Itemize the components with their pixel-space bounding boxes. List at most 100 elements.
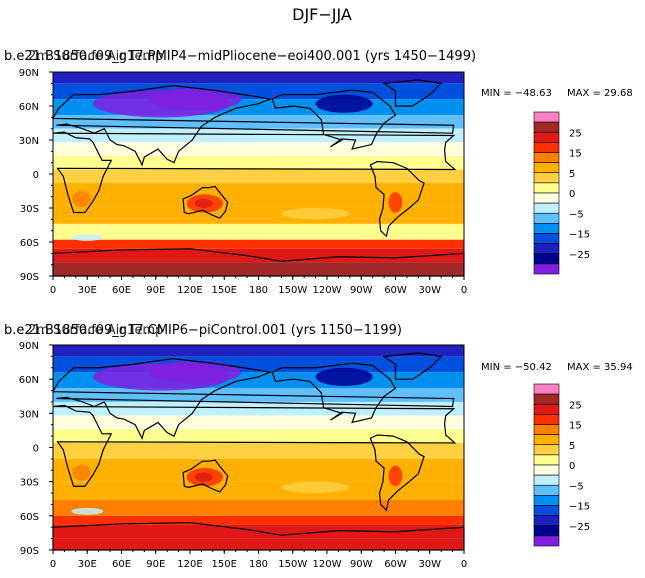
coastline-australia (182, 185, 229, 219)
y-tick-label: 30S (20, 478, 39, 489)
y-tick-label: 60S (20, 512, 39, 523)
field-band-12 (53, 248, 464, 263)
y-tick-label: 60N (19, 102, 39, 113)
panel-1-title: b.e21.B1850.f09_g17.PMIP4−midPliocene−eo… (4, 49, 476, 64)
colorbar-swatch (533, 393, 560, 405)
coastline-europe-asia (51, 358, 455, 441)
colorbar-swatch (533, 454, 560, 466)
colorbar-swatch (533, 414, 560, 425)
field-band-6 (53, 155, 464, 170)
field-anomaly-8 (71, 507, 104, 515)
colorbar-swatch (533, 263, 560, 275)
colorbar-label: −5 (569, 481, 584, 492)
field-band-4 (53, 128, 464, 143)
colorbar-swatch (533, 464, 560, 476)
colorbar-label: −5 (569, 209, 584, 220)
field-anomaly-1 (150, 87, 242, 111)
colorbar-label: 0 (569, 189, 575, 200)
x-tick-label: 120E (177, 285, 202, 296)
colorbar-swatch (533, 152, 560, 163)
figure-title: DJF−JJA (292, 5, 352, 24)
x-tick-label: 0 (461, 559, 467, 570)
field-anomaly-7 (281, 208, 350, 220)
colorbar-label: 15 (569, 421, 582, 432)
field-band-10 (53, 223, 464, 240)
field-band-9 (53, 205, 464, 224)
field-band-0 (53, 72, 464, 84)
field-anomaly-5 (388, 192, 403, 213)
coastline-australia (182, 459, 229, 493)
colorbar-swatch (533, 253, 560, 265)
colorbar-label: −15 (569, 230, 590, 241)
coastline-greenland (382, 352, 443, 380)
x-tick-label: 30W (418, 559, 441, 570)
colorbar-swatch (533, 424, 560, 435)
colorbar-swatch (533, 233, 560, 244)
field-band-0 (53, 345, 464, 357)
field-anomaly-6 (72, 191, 91, 207)
panel-2-max-label: MAX = 35.94 (567, 362, 633, 373)
colorbar-swatch (533, 505, 560, 516)
x-tick-label: 150E (212, 285, 237, 296)
colorbar-label: −25 (569, 522, 590, 533)
colorbar-swatch (533, 403, 560, 415)
coastline-greenland (382, 79, 443, 107)
colorbar-label: 5 (569, 169, 575, 180)
field-anomaly-4 (194, 198, 213, 208)
field-anomaly-1 (150, 360, 242, 384)
field-band-6 (53, 429, 464, 443)
panel-2-colorbar: 25 15 5 0 −5 −15 −25 (533, 383, 590, 547)
field-anomaly-2 (315, 367, 373, 386)
colorbar-label: 25 (569, 128, 582, 139)
field-band-9 (53, 481, 464, 500)
coastline-europe-asia (51, 84, 455, 167)
panel-2-variable-title: 2m Surface Air Temp (28, 323, 163, 338)
colorbar-swatch (533, 131, 560, 143)
x-tick-label: 90E (146, 559, 165, 570)
field-band-5 (53, 142, 464, 156)
x-tick-label: 30E (78, 285, 97, 296)
x-tick-label: 90W (350, 559, 373, 570)
coastline-africa (52, 131, 457, 214)
coastline-south-america (369, 434, 425, 512)
panel-1-max-label: MAX = 29.68 (567, 88, 633, 99)
x-tick-label: 120W (313, 559, 342, 570)
x-tick-label: 60W (384, 285, 407, 296)
x-tick-label: 90W (350, 285, 373, 296)
colorbar-swatch (533, 495, 560, 506)
field-band-7 (53, 169, 464, 184)
colorbar-swatch (533, 121, 560, 133)
y-tick-label: 30S (20, 204, 39, 215)
field-anomaly-4 (194, 472, 213, 482)
panel-2: b.e21.B1850.f09_g17.CMIP6−piControl.001 … (4, 323, 633, 570)
field-band-4 (53, 401, 464, 416)
panel-1: b.e21.B1850.f09_g17.PMIP4−midPliocene−eo… (4, 49, 633, 296)
x-tick-label: 60W (384, 559, 407, 570)
x-tick-label: 90E (146, 285, 165, 296)
field-band-13 (53, 538, 464, 550)
panel-1-colorbar: 25 15 5 0 −5 −15 −25 (533, 111, 590, 275)
coastline-south-america (369, 160, 425, 238)
coastline-africa (52, 404, 457, 487)
y-tick-label: 30N (19, 136, 39, 147)
x-tick-label: 120E (177, 559, 202, 570)
x-tick-label: 150W (278, 285, 307, 296)
colorbar-label: −25 (569, 250, 590, 261)
colorbar-swatch (533, 162, 560, 174)
colorbar-swatch (533, 383, 560, 395)
panel-2-axes: 0 30E 60E 90E 120E 150E 180 150W 120W 90W 60W 30W 09… (19, 341, 467, 570)
y-tick-label: 90S (20, 546, 39, 557)
field-anomaly-8 (71, 234, 104, 241)
coastline-north-america (271, 362, 397, 424)
y-tick-label: 0 (33, 170, 39, 181)
panel-1-variable-title: 2m Surface Air Temp (28, 49, 163, 64)
field-anomaly-2 (315, 94, 373, 113)
field-anomaly-6 (72, 464, 91, 481)
colorbar-swatch (533, 223, 560, 234)
colorbar-label: −15 (569, 502, 590, 513)
panel-1-map (51, 71, 465, 277)
colorbar-swatch (533, 444, 560, 456)
colorbar-swatch (533, 525, 560, 537)
x-tick-label: 150W (278, 559, 307, 570)
